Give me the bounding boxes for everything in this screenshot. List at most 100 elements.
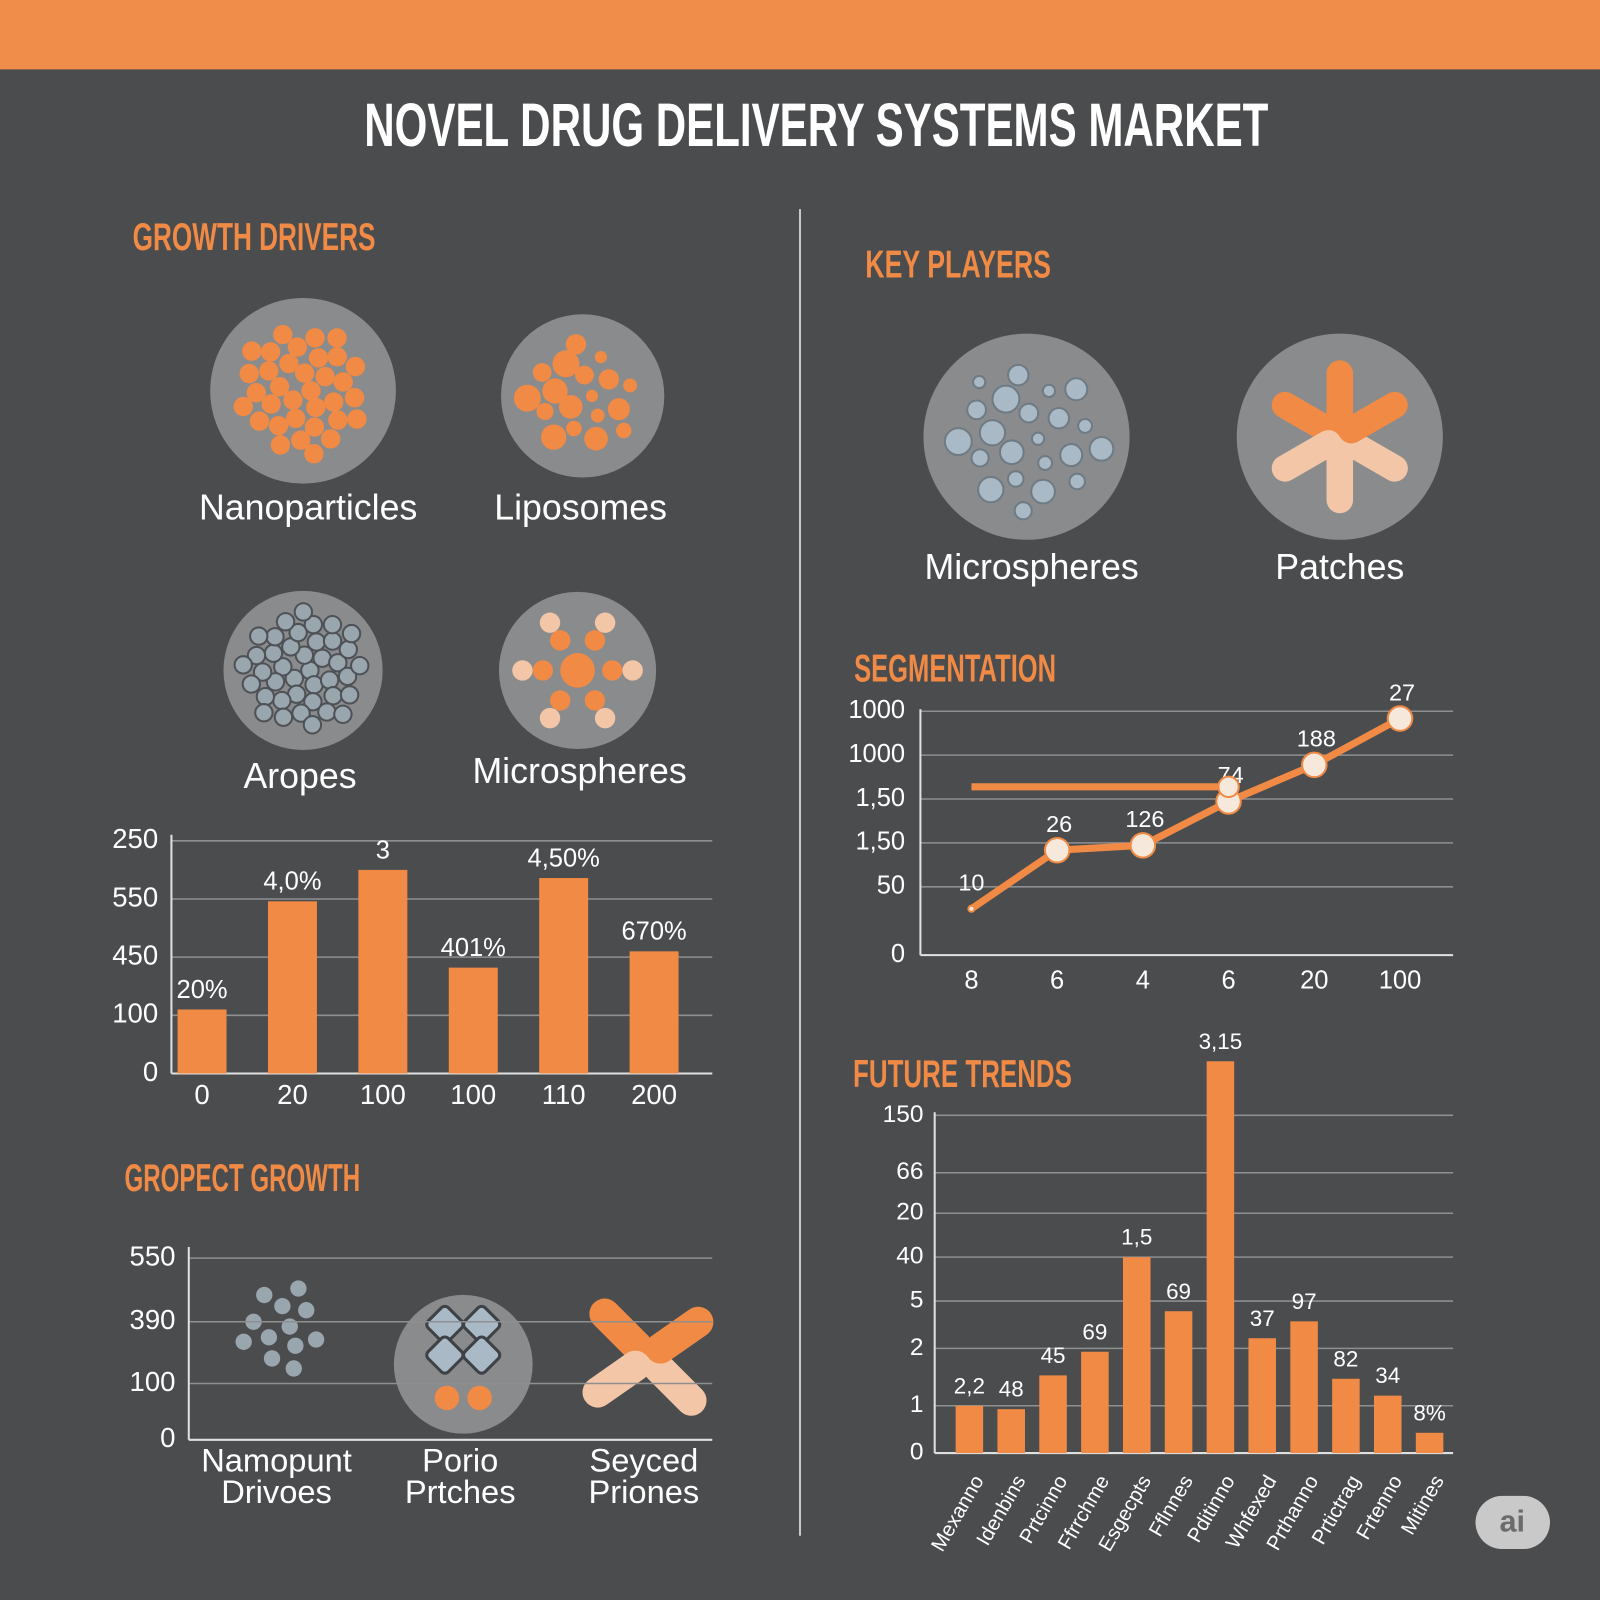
- icon-dot: [328, 653, 348, 673]
- icon-dot: [319, 670, 340, 690]
- x-tick-label: 6: [1050, 966, 1064, 994]
- icon-dot: [273, 707, 294, 727]
- icon-dot: [274, 1297, 291, 1315]
- icon-square: [425, 1304, 465, 1345]
- icon-dot: [246, 383, 266, 403]
- icon-dot: [298, 1302, 315, 1319]
- page-title: NOVEL DRUG DELIVERY SYSTEMS MARKET: [364, 91, 1268, 159]
- x-tick-label-text: Seyced Priones: [588, 1444, 700, 1511]
- icon-dot: [966, 399, 988, 421]
- x-tick-label: 100: [1379, 966, 1422, 994]
- capsule-half: [584, 630, 606, 651]
- chart-title: GROPECT GROWTH: [124, 1157, 360, 1200]
- value-label: 27: [1389, 679, 1415, 705]
- value-label: 401%: [441, 934, 506, 962]
- point: [1043, 836, 1071, 864]
- value-label: 4,50%: [528, 844, 600, 872]
- bar: [997, 1409, 1025, 1454]
- icon-dot: [338, 639, 358, 660]
- value-label: 2,2: [954, 1373, 985, 1398]
- icon-dot: [246, 645, 267, 666]
- icon-dot: [566, 420, 582, 437]
- value-label: 37: [1250, 1306, 1275, 1331]
- bar: [267, 901, 317, 1074]
- y-tick-label: 100: [130, 1366, 176, 1397]
- icon-dot: [565, 334, 587, 355]
- x-tick-label: 200: [631, 1079, 677, 1110]
- icon-label: Patches: [1275, 547, 1404, 587]
- icon-dot: [287, 337, 308, 357]
- icon-dot: [532, 363, 552, 382]
- capsule-half: [645, 1306, 714, 1364]
- icon-dot: [241, 674, 262, 694]
- bar: [1373, 1395, 1402, 1454]
- bar: [1081, 1351, 1109, 1454]
- capsule: [584, 612, 616, 651]
- y-tick-label: 100: [112, 998, 158, 1029]
- capsule: [584, 690, 616, 729]
- value-label: 34: [1375, 1363, 1400, 1388]
- bar: [1415, 1432, 1444, 1454]
- value-label: 45: [1041, 1343, 1066, 1368]
- icon-dot: [1088, 436, 1115, 462]
- icon-dot: [970, 448, 990, 468]
- icon-dot: [275, 612, 296, 632]
- icon-dot: [290, 1280, 307, 1297]
- icon-dot: [1068, 472, 1086, 491]
- capsule-half: [512, 660, 533, 681]
- icon-dot: [1037, 455, 1054, 471]
- icon-dot: [260, 342, 281, 362]
- icon-dot: [344, 388, 365, 408]
- point: [1129, 832, 1157, 859]
- x-tick-label: 8: [964, 966, 978, 994]
- y-tick-label: 66: [896, 1158, 923, 1185]
- bar: [1039, 1375, 1067, 1454]
- icon-dot: [598, 369, 620, 390]
- y-tick-label: 0: [891, 940, 905, 968]
- line: [969, 715, 1402, 912]
- capsule-half: [1271, 430, 1342, 482]
- capsule: [539, 612, 571, 651]
- bar: [1290, 1321, 1318, 1454]
- y-tick-label: 40: [896, 1243, 923, 1270]
- icon-dot: [268, 416, 289, 436]
- y-tick-label: 550: [112, 881, 158, 912]
- x-tick-label: 100: [450, 1079, 496, 1110]
- x-tick-label-text: Namopunt Drivoes: [201, 1444, 352, 1511]
- icon-dot: [1006, 470, 1025, 488]
- icon-dot: [279, 353, 299, 374]
- value-label: 8%: [1413, 1400, 1445, 1425]
- value-label: 97: [1292, 1289, 1317, 1314]
- y-tick-label: 0: [910, 1439, 924, 1466]
- icon-dot: [552, 350, 580, 378]
- icon-dot: [307, 1331, 325, 1348]
- icon-circle: [393, 1294, 533, 1434]
- capsule-half: [594, 612, 616, 633]
- icon-dot: [978, 419, 1007, 447]
- icon-dot: [943, 427, 973, 457]
- y-tick-label: 50: [877, 872, 905, 900]
- capsule-half: [622, 660, 643, 681]
- bar: [1332, 1378, 1360, 1454]
- value-label: 3,15: [1199, 1029, 1243, 1054]
- x-tick-label: Namopunt Drivoes: [201, 1444, 352, 1511]
- capsule-half: [539, 707, 561, 729]
- icon-dot: [288, 622, 308, 643]
- icon-label: Microspheres: [924, 547, 1138, 587]
- x-tick-label: 6: [1221, 966, 1235, 994]
- chart: GROPECT GROWTH 0 100 390 550 Namopunt Drivoes…: [124, 1157, 713, 1511]
- point: [1217, 775, 1240, 799]
- icon-dot: [263, 1350, 281, 1367]
- y-tick-label: 1: [910, 1391, 924, 1418]
- icon-dot: [991, 384, 1021, 414]
- icon-dot: [242, 341, 262, 361]
- icon-dot: [256, 1286, 273, 1304]
- value-label: 82: [1333, 1346, 1358, 1371]
- x-tick-label: 110: [542, 1079, 586, 1110]
- icon-label: Liposomes: [494, 488, 667, 528]
- icon-dot: [584, 426, 608, 451]
- icon-dot: [273, 324, 293, 345]
- icon-dot: [347, 409, 367, 429]
- icon-dot: [339, 685, 360, 705]
- icon-dot: [333, 704, 353, 725]
